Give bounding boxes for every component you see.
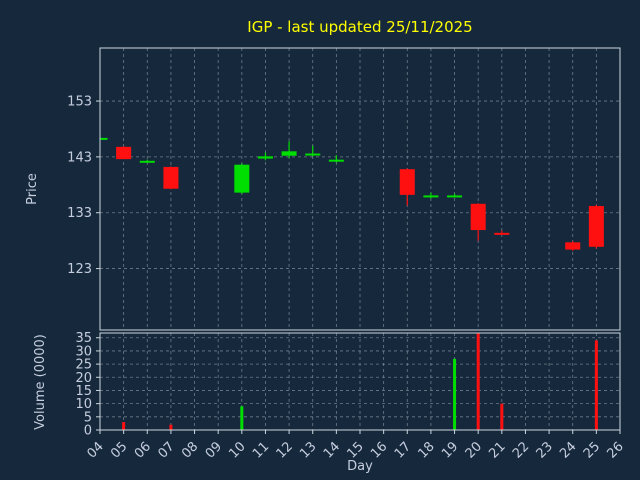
candle-body-day-10 [234, 164, 250, 193]
volume-tick-label: 20 [75, 371, 92, 386]
volume-tick-label: 35 [75, 331, 92, 346]
candle-body-day-24 [565, 242, 581, 250]
price-tick-label: 153 [67, 95, 92, 110]
volume-panel-border [99, 332, 621, 431]
price-axis-label: Price [25, 173, 40, 205]
price-panel-border [99, 47, 621, 331]
price-tick-label: 133 [67, 206, 92, 221]
candle-body-day-11 [257, 156, 273, 159]
candle-body-day-25 [588, 206, 604, 247]
candle-layer [100, 137, 604, 251]
candle-body-day-12 [281, 151, 297, 156]
volume-layer [122, 333, 598, 430]
candle-body-day-7 [163, 166, 179, 189]
volume-axis-label: Volume (0000) [33, 334, 48, 430]
volume-bar-day-7 [169, 424, 173, 430]
candle-body-day-14 [328, 159, 344, 162]
candle-body-day-6 [139, 160, 155, 163]
volume-bar-day-25 [594, 340, 598, 430]
candle-body-day-21 [494, 232, 510, 235]
volume-bar-day-20 [476, 333, 480, 430]
volume-tick-label: 10 [75, 397, 92, 412]
candle-body-day-19 [447, 195, 463, 198]
volume-tick-label: 0 [84, 424, 92, 439]
candle-body-day-18 [423, 195, 439, 198]
x-axis-label: Day [347, 459, 373, 474]
price-tick-label: 123 [67, 262, 92, 277]
volume-tick-label: 30 [75, 344, 92, 359]
volume-bar-day-21 [500, 403, 504, 430]
candle-body-day-13 [305, 153, 321, 156]
candle-body-day-5 [116, 146, 132, 160]
candle-body-day-17 [399, 169, 415, 195]
candle-body-day-4 [100, 137, 108, 140]
price-tick-label: 143 [67, 150, 92, 165]
candle-body-day-20 [470, 203, 486, 231]
volume-bar-day-10 [240, 406, 244, 430]
chart-title: IGP - last updated 25/11/2025 [247, 18, 472, 36]
volume-tick-label: 15 [75, 384, 92, 399]
volume-tick-label: 25 [75, 358, 92, 373]
volume-bar-day-19 [453, 358, 457, 430]
volume-bar-day-5 [122, 422, 126, 430]
volume-tick-label: 5 [84, 410, 92, 425]
